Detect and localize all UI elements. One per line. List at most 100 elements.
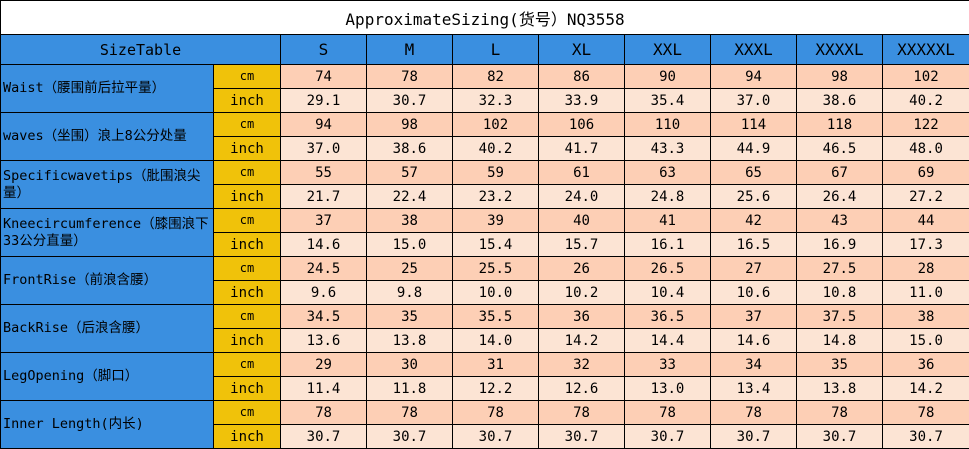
- value-cell: 9.6: [281, 281, 367, 305]
- unit-label: inch: [230, 141, 264, 157]
- size-header-s: S: [281, 35, 367, 65]
- value-cell: 15.0: [367, 233, 453, 257]
- value-cell: 9.8: [367, 281, 453, 305]
- value-cell: 14.8: [797, 329, 883, 353]
- value-cell: 24.5: [281, 257, 367, 281]
- value-cell: 24.8: [625, 185, 711, 209]
- value-cell: 67: [797, 161, 883, 185]
- value-cell: 37.0: [711, 89, 797, 113]
- value-cell: 42: [711, 209, 797, 233]
- value-cell: 30.7: [453, 425, 539, 449]
- value-cell: 13.6: [281, 329, 367, 353]
- value-cell: 17.3: [883, 233, 969, 257]
- unit-label: inch: [230, 333, 264, 349]
- value-cell: 38.6: [797, 89, 883, 113]
- unit-cell: inch: [214, 281, 281, 305]
- measurement-label: Specificwavetips（肶围浪尖量）: [1, 161, 214, 209]
- value-cell: 29: [281, 353, 367, 377]
- unit-label: cm: [240, 69, 254, 83]
- value-cell: 27.2: [883, 185, 969, 209]
- value-cell: 69: [883, 161, 969, 185]
- size-header-xl: XL: [539, 35, 625, 65]
- value-cell: 78: [281, 401, 367, 425]
- value-cell: 106: [539, 113, 625, 137]
- value-cell: 16.9: [797, 233, 883, 257]
- value-cell: 11.0: [883, 281, 969, 305]
- value-cell: 24.0: [539, 185, 625, 209]
- measurement-label: BackRise（后浪含腰）: [1, 305, 214, 353]
- value-cell: 26.5: [625, 257, 711, 281]
- size-header-xxxxxl: XXXXXL: [883, 35, 969, 65]
- header-row: SizeTable S M L XL XXL XXXL XXXXL XXXXXL: [1, 35, 969, 65]
- unit-label: inch: [230, 381, 264, 397]
- measurement-label: Kneecircumference（膝围浪下33公分直量）: [1, 209, 214, 257]
- value-cell: 94: [711, 65, 797, 89]
- value-cell: 48.0: [883, 137, 969, 161]
- value-cell: 78: [453, 401, 539, 425]
- measurement-label: LegOpening（脚口）: [1, 353, 214, 401]
- unit-label: cm: [240, 357, 254, 371]
- value-cell: 26: [539, 257, 625, 281]
- title-row: ApproximateSizing(货号）NQ3558: [1, 1, 969, 35]
- unit-cell: inch: [214, 425, 281, 449]
- size-header-m: M: [367, 35, 453, 65]
- value-cell: 38: [367, 209, 453, 233]
- value-cell: 44: [883, 209, 969, 233]
- value-cell: 114: [711, 113, 797, 137]
- value-cell: 30.7: [539, 425, 625, 449]
- value-cell: 10.6: [711, 281, 797, 305]
- value-cell: 90: [625, 65, 711, 89]
- value-cell: 12.6: [539, 377, 625, 401]
- value-cell: 33.9: [539, 89, 625, 113]
- value-cell: 10.8: [797, 281, 883, 305]
- value-cell: 10.0: [453, 281, 539, 305]
- unit-label: inch: [230, 189, 264, 205]
- value-cell: 10.2: [539, 281, 625, 305]
- value-cell: 44.9: [711, 137, 797, 161]
- unit-cell: inch: [214, 377, 281, 401]
- unit-label: cm: [240, 261, 254, 275]
- value-cell: 13.8: [797, 377, 883, 401]
- value-cell: 40: [539, 209, 625, 233]
- value-cell: 57: [367, 161, 453, 185]
- value-cell: 36.5: [625, 305, 711, 329]
- value-cell: 78: [367, 401, 453, 425]
- unit-label: cm: [240, 165, 254, 179]
- value-cell: 38: [883, 305, 969, 329]
- value-cell: 78: [539, 401, 625, 425]
- measurement-label: FrontRise（前浪含腰）: [1, 257, 214, 305]
- value-cell: 32: [539, 353, 625, 377]
- value-cell: 94: [281, 113, 367, 137]
- value-cell: 30.7: [367, 89, 453, 113]
- value-cell: 37: [281, 209, 367, 233]
- value-cell: 41: [625, 209, 711, 233]
- unit-cell: cm: [214, 401, 281, 425]
- value-cell: 40.2: [453, 137, 539, 161]
- value-cell: 37: [711, 305, 797, 329]
- value-cell: 13.8: [367, 329, 453, 353]
- value-cell: 28: [883, 257, 969, 281]
- unit-cell: inch: [214, 185, 281, 209]
- size-table-header: SizeTable: [1, 35, 281, 65]
- unit-label: cm: [240, 117, 254, 131]
- value-cell: 34.5: [281, 305, 367, 329]
- value-cell: 98: [367, 113, 453, 137]
- value-cell: 31: [453, 353, 539, 377]
- unit-cell: cm: [214, 65, 281, 89]
- value-cell: 59: [453, 161, 539, 185]
- measurement-label: Waist（腰围前后拉平量）: [1, 65, 214, 113]
- unit-cell: cm: [214, 113, 281, 137]
- value-cell: 26.4: [797, 185, 883, 209]
- value-cell: 13.4: [711, 377, 797, 401]
- value-cell: 30.7: [367, 425, 453, 449]
- unit-label: inch: [230, 237, 264, 253]
- value-cell: 12.2: [453, 377, 539, 401]
- value-cell: 22.4: [367, 185, 453, 209]
